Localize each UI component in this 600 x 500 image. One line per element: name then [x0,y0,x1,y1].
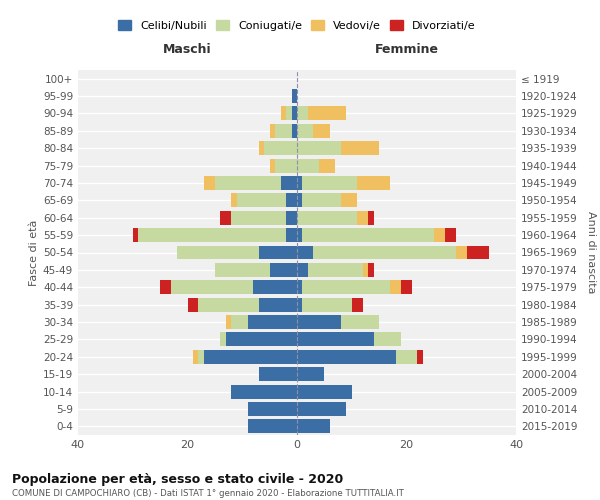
Text: Femmine: Femmine [374,43,439,56]
Bar [281,176,297,190]
Bar [302,280,390,294]
Text: COMUNE DI CAMPOCHIARO (CB) - Dati ISTAT 1° gennaio 2020 - Elaborazione TUTTITALI: COMUNE DI CAMPOCHIARO (CB) - Dati ISTAT … [12,489,404,498]
Bar [297,280,302,294]
Text: Popolazione per età, sesso e stato civile - 2020: Popolazione per età, sesso e stato civil… [12,472,343,486]
Bar [341,194,357,207]
Bar [248,402,297,416]
Bar [220,332,226,346]
Bar [286,228,297,242]
Bar [226,315,232,329]
Bar [418,350,423,364]
Bar [302,176,357,190]
Bar [297,124,313,138]
Bar [259,367,297,381]
Bar [297,350,395,364]
Bar [253,280,297,294]
Bar [313,124,330,138]
Bar [226,332,297,346]
Text: Maschi: Maschi [163,43,212,56]
Bar [297,211,357,224]
Bar [275,158,297,172]
Bar [193,350,199,364]
Bar [401,280,412,294]
Bar [297,106,308,120]
Bar [297,263,308,277]
Bar [199,298,259,312]
Bar [292,89,297,103]
Bar [232,315,248,329]
Bar [297,194,302,207]
Bar [313,246,456,260]
Bar [286,194,297,207]
Bar [319,158,335,172]
Y-axis label: Fasce di età: Fasce di età [29,220,39,286]
Bar [297,142,341,155]
Bar [368,263,374,277]
Bar [232,194,237,207]
Bar [297,228,302,242]
Bar [215,263,269,277]
Bar [297,158,319,172]
Legend: Celibi/Nubili, Coniugati/e, Vedovi/e, Divorziati/e: Celibi/Nubili, Coniugati/e, Vedovi/e, Di… [115,17,479,34]
Bar [220,211,232,224]
Bar [445,228,456,242]
Bar [297,402,346,416]
Bar [232,384,297,398]
Bar [215,176,281,190]
Bar [286,106,292,120]
Bar [456,246,467,260]
Bar [434,228,445,242]
Bar [308,263,362,277]
Bar [133,228,138,242]
Bar [286,211,297,224]
Bar [297,384,352,398]
Bar [204,176,215,190]
Bar [357,211,368,224]
Bar [297,176,302,190]
Bar [237,194,286,207]
Bar [341,142,379,155]
Bar [302,194,341,207]
Bar [302,298,352,312]
Bar [362,263,368,277]
Bar [187,298,199,312]
Bar [297,246,313,260]
Bar [160,280,171,294]
Bar [232,211,286,224]
Bar [341,315,379,329]
Bar [308,106,346,120]
Bar [352,298,362,312]
Bar [269,124,275,138]
Bar [292,124,297,138]
Bar [297,420,330,434]
Y-axis label: Anni di nascita: Anni di nascita [586,211,596,294]
Bar [292,106,297,120]
Bar [297,332,374,346]
Bar [259,298,297,312]
Bar [269,158,275,172]
Bar [204,350,297,364]
Bar [248,315,297,329]
Bar [176,246,259,260]
Bar [275,124,292,138]
Bar [297,298,302,312]
Bar [259,246,297,260]
Bar [248,420,297,434]
Bar [138,228,286,242]
Bar [297,367,325,381]
Bar [302,228,434,242]
Bar [264,142,297,155]
Bar [374,332,401,346]
Bar [281,106,286,120]
Bar [171,280,253,294]
Bar [467,246,488,260]
Bar [269,263,297,277]
Bar [259,142,264,155]
Bar [390,280,401,294]
Bar [395,350,418,364]
Bar [368,211,374,224]
Bar [357,176,390,190]
Bar [199,350,204,364]
Bar [297,315,341,329]
